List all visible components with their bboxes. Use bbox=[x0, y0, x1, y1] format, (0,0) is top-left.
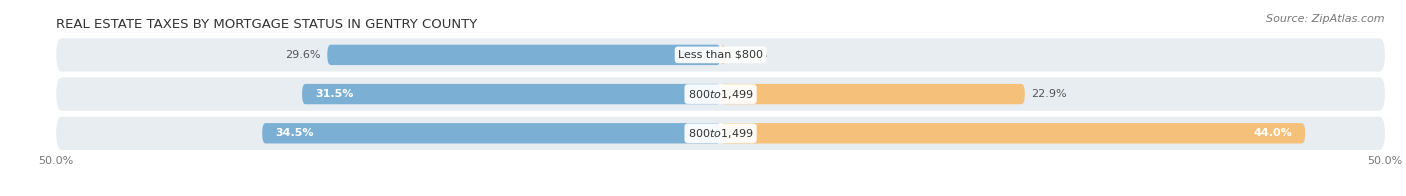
FancyBboxPatch shape bbox=[262, 123, 721, 143]
FancyBboxPatch shape bbox=[56, 38, 1385, 72]
FancyBboxPatch shape bbox=[328, 45, 721, 65]
Text: 22.9%: 22.9% bbox=[1032, 89, 1067, 99]
Text: $800 to $1,499: $800 to $1,499 bbox=[688, 127, 754, 140]
Text: $800 to $1,499: $800 to $1,499 bbox=[688, 88, 754, 101]
FancyBboxPatch shape bbox=[721, 123, 1305, 143]
Text: 31.5%: 31.5% bbox=[315, 89, 354, 99]
Text: Less than $800: Less than $800 bbox=[678, 50, 763, 60]
Text: 29.6%: 29.6% bbox=[285, 50, 321, 60]
FancyBboxPatch shape bbox=[302, 84, 721, 104]
FancyBboxPatch shape bbox=[56, 117, 1385, 150]
Text: 44.0%: 44.0% bbox=[1253, 128, 1292, 138]
Text: REAL ESTATE TAXES BY MORTGAGE STATUS IN GENTRY COUNTY: REAL ESTATE TAXES BY MORTGAGE STATUS IN … bbox=[56, 18, 478, 31]
FancyBboxPatch shape bbox=[721, 45, 725, 65]
Text: 0.36%: 0.36% bbox=[733, 50, 768, 60]
FancyBboxPatch shape bbox=[721, 84, 1025, 104]
FancyBboxPatch shape bbox=[56, 77, 1385, 111]
Text: Source: ZipAtlas.com: Source: ZipAtlas.com bbox=[1267, 14, 1385, 24]
Text: 34.5%: 34.5% bbox=[276, 128, 314, 138]
